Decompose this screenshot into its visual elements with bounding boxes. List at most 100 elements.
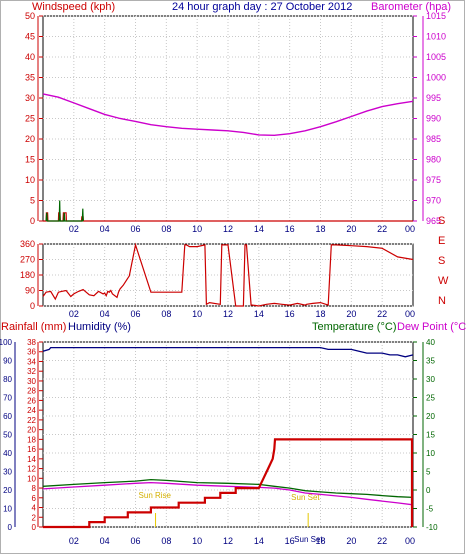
panel3-rain-tick-label: 4 xyxy=(32,504,37,513)
panel3-rain-tick-label: 38 xyxy=(27,338,36,347)
panel3-temp-tick-label: 0 xyxy=(426,486,431,495)
series-humidity- xyxy=(42,346,414,358)
panel3-temp-tick-label: -10 xyxy=(426,523,438,532)
panel3-temperature-axis-label: Temperature (°C) xyxy=(312,321,396,333)
panel3-rain-tick-label: 12 xyxy=(27,465,36,474)
panel2-x-tick-label: 04 xyxy=(100,309,110,319)
panel3-temp-tick-label: -5 xyxy=(426,505,434,514)
panel3-temp-tick-label: 20 xyxy=(426,412,435,421)
series-wind-gust-kph- xyxy=(45,200,84,222)
panel1-x-tick-label: 18 xyxy=(315,224,325,234)
panel3-temp-tick-label: 25 xyxy=(426,394,435,403)
panel1-left-tick-label: 50 xyxy=(25,11,35,21)
panel2-compass-label: N xyxy=(438,295,446,307)
panel1-right-tick-label: 1005 xyxy=(426,52,446,62)
panel1-right-tick-label: 975 xyxy=(426,175,441,185)
panel1-left-tick-label: 15 xyxy=(25,155,35,165)
panel3-dewpoint-axis-label: Dew Point (°C) xyxy=(397,321,466,333)
panel3-rain-tick-label: 24 xyxy=(27,406,36,415)
panel3-temp-tick-label: 40 xyxy=(426,338,435,347)
panel1-right-axis-label: Barometer (hpa) xyxy=(371,1,451,13)
panel1-right-tick-label: 1015 xyxy=(426,11,446,21)
panel2-x-tick-label: 10 xyxy=(192,309,202,319)
panel3-humidity-tick-label: 0 xyxy=(8,523,13,532)
panel3-humidity-tick-label: 100 xyxy=(0,338,13,347)
panel1-x-tick-label: 14 xyxy=(254,224,264,234)
sun-set-label: Sun Set xyxy=(291,493,320,502)
panel2-compass-label: S xyxy=(438,215,445,227)
panel3-humidity-tick-label: 40 xyxy=(3,449,12,458)
panel3-humidity-tick-label: 80 xyxy=(3,375,12,384)
panel2-x-tick-label: 14 xyxy=(254,309,264,319)
panel1-x-tick-label: 16 xyxy=(285,224,295,234)
series-dew-point-c- xyxy=(42,481,414,506)
panel3-rainfall-axis-label: Rainfall (mm) xyxy=(1,321,66,333)
panel3-rain-tick-label: 32 xyxy=(27,367,36,376)
panel2-compass-label: W xyxy=(438,275,449,287)
panel3-x-tick-label: 06 xyxy=(130,536,140,546)
panel1-x-tick-label: 22 xyxy=(377,224,387,234)
series-wind-direction xyxy=(42,242,414,307)
panel2-x-tick-label: 08 xyxy=(161,309,171,319)
panel2-left-tick-label: 0 xyxy=(30,301,35,311)
panel3-rain-tick-label: 26 xyxy=(27,396,36,405)
panel3-x-tick-label: 18 xyxy=(315,536,325,546)
panel3-rain-tick-label: 36 xyxy=(27,348,36,357)
panel2-left-tick-label: 270 xyxy=(20,255,35,265)
panel3-temp-tick-label: 10 xyxy=(426,449,435,458)
panel1-right-tick-label: 1010 xyxy=(426,32,446,42)
panel3-x-tick-label: 08 xyxy=(161,536,171,546)
panel3-rain-tick-label: 8 xyxy=(32,484,37,493)
panel1-x-tick-label: 20 xyxy=(346,224,356,234)
panel3-rain-tick-label: 2 xyxy=(32,513,37,522)
panel3-humidity-tick-label: 20 xyxy=(3,486,12,495)
panel1-left-tick-label: 30 xyxy=(25,93,35,103)
panel1-right-tick-label: 995 xyxy=(426,93,441,103)
panel3-rain-tick-label: 20 xyxy=(27,426,36,435)
panel3-humidity-tick-label: 30 xyxy=(3,468,12,477)
panel1-x-tick-label: 10 xyxy=(192,224,202,234)
panel3-temp-tick-label: 30 xyxy=(426,375,435,384)
panel3-humidity-tick-label: 90 xyxy=(3,357,12,366)
panel3-x-tick-label: 20 xyxy=(346,536,356,546)
panel1-left-tick-label: 25 xyxy=(25,114,35,124)
panel1-right-tick-label: 965 xyxy=(426,216,441,226)
panel1-right-tick-label: 985 xyxy=(426,134,441,144)
panel1-x-tick-label: 12 xyxy=(223,224,233,234)
panel3-humidity-tick-label: 50 xyxy=(3,431,12,440)
panel3-x-tick-label: 10 xyxy=(192,536,202,546)
panel3-temp-tick-label: 15 xyxy=(426,431,435,440)
panel1-x-tick-label: 02 xyxy=(69,224,79,234)
series-windspeed-kph- xyxy=(43,212,413,222)
panel3-rain-tick-label: 34 xyxy=(27,357,36,366)
panel3-x-tick-label: 14 xyxy=(254,536,264,546)
panel3-rain-tick-label: 22 xyxy=(27,416,36,425)
panel2-x-tick-label: 06 xyxy=(130,309,140,319)
panel3-temp-tick-label: 5 xyxy=(426,468,431,477)
panel3-rain-tick-label: 28 xyxy=(27,387,36,396)
panel2-x-tick-label: 18 xyxy=(315,309,325,319)
panel2-left-tick-label: 180 xyxy=(20,270,35,280)
panel3-rain-tick-label: 16 xyxy=(27,445,36,454)
panel1-left-tick-label: 20 xyxy=(25,134,35,144)
series-barometer-hpa- xyxy=(42,93,414,137)
panel2-compass-label: S xyxy=(438,255,445,267)
panel2-x-tick-label: 00 xyxy=(405,309,415,319)
sun-set-bottom: Sun Set xyxy=(294,535,323,544)
panel3-rain-tick-label: 0 xyxy=(32,523,37,532)
panel2-x-tick-label: 22 xyxy=(377,309,387,319)
panel3-x-tick-label: 22 xyxy=(377,536,387,546)
panel3-humidity-tick-label: 60 xyxy=(3,412,12,421)
panel1-x-tick-label: 06 xyxy=(130,224,140,234)
panel1-right-tick-label: 970 xyxy=(426,196,441,206)
panel1-right-tick-label: 990 xyxy=(426,114,441,124)
panel2-left-tick-label: 360 xyxy=(20,239,35,249)
panel1-left-tick-label: 10 xyxy=(25,175,35,185)
panel3-rain-tick-label: 30 xyxy=(27,377,36,386)
panel3-humidity-tick-label: 10 xyxy=(3,505,12,514)
panel3-x-tick-label: 00 xyxy=(405,536,415,546)
panel2-compass-label: E xyxy=(438,235,445,247)
panel2-x-tick-label: 02 xyxy=(69,309,79,319)
panel1-left-tick-label: 40 xyxy=(25,52,35,62)
